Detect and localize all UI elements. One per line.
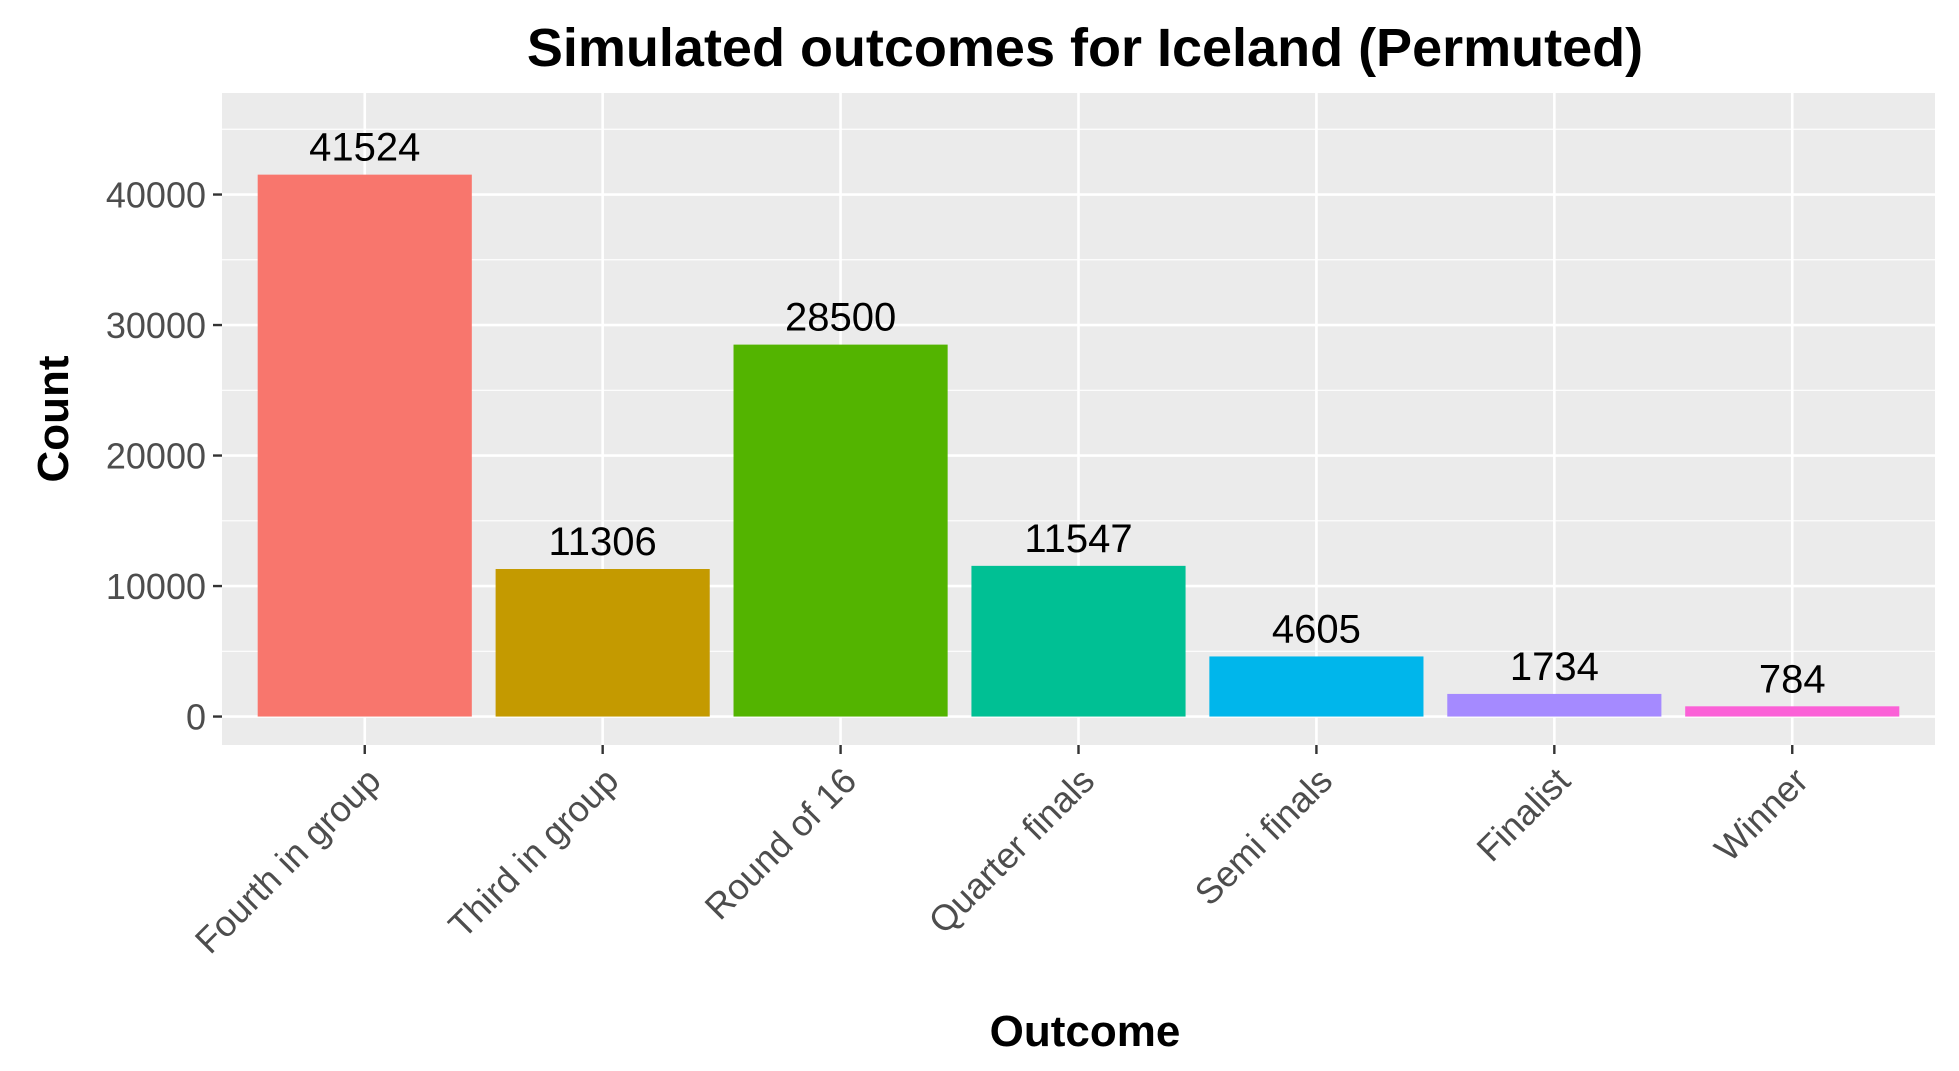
data-label: 11547 (1024, 517, 1132, 561)
x-tick-label: Winner (1706, 760, 1816, 870)
y-tick-label: 40000 (106, 175, 206, 216)
bars-group (257, 174, 1900, 717)
bar (257, 174, 472, 717)
data-label: 1734 (1510, 645, 1599, 689)
bar (1685, 706, 1900, 717)
data-labels-group: 41524 11306 28500 11547 4605 1734 784 (309, 126, 1825, 702)
chart-title: Simulated outcomes for Iceland (Permuted… (527, 18, 1643, 78)
y-axis: 0 10000 20000 30000 40000 (106, 175, 222, 738)
data-label: 11306 (549, 520, 657, 564)
x-axis: Fourth in group Third in group Round of 16… (187, 745, 1816, 961)
data-label: 784 (1759, 657, 1826, 701)
data-label: 28500 (785, 296, 896, 340)
y-tick-label: 20000 (106, 436, 206, 477)
x-tick-label: Finalist (1468, 760, 1578, 870)
bar (1447, 693, 1662, 717)
y-tick-label: 30000 (106, 305, 206, 346)
bar (495, 569, 710, 717)
x-tick-label: Quarter finals (920, 760, 1102, 942)
x-tick-label: Round of 16 (697, 760, 865, 928)
x-tick-label: Third in group (440, 760, 626, 946)
y-axis-title: Count (29, 355, 78, 482)
bar (733, 344, 948, 717)
bar (1209, 656, 1424, 717)
x-tick-label: Fourth in group (187, 760, 389, 962)
x-axis-title: Outcome (990, 1007, 1181, 1056)
x-tick-label: Semi finals (1187, 760, 1340, 913)
y-tick-label: 10000 (106, 566, 206, 607)
data-label: 41524 (309, 126, 420, 170)
y-tick-label: 0 (186, 697, 206, 738)
bar (971, 565, 1186, 717)
data-label: 4605 (1272, 607, 1361, 651)
